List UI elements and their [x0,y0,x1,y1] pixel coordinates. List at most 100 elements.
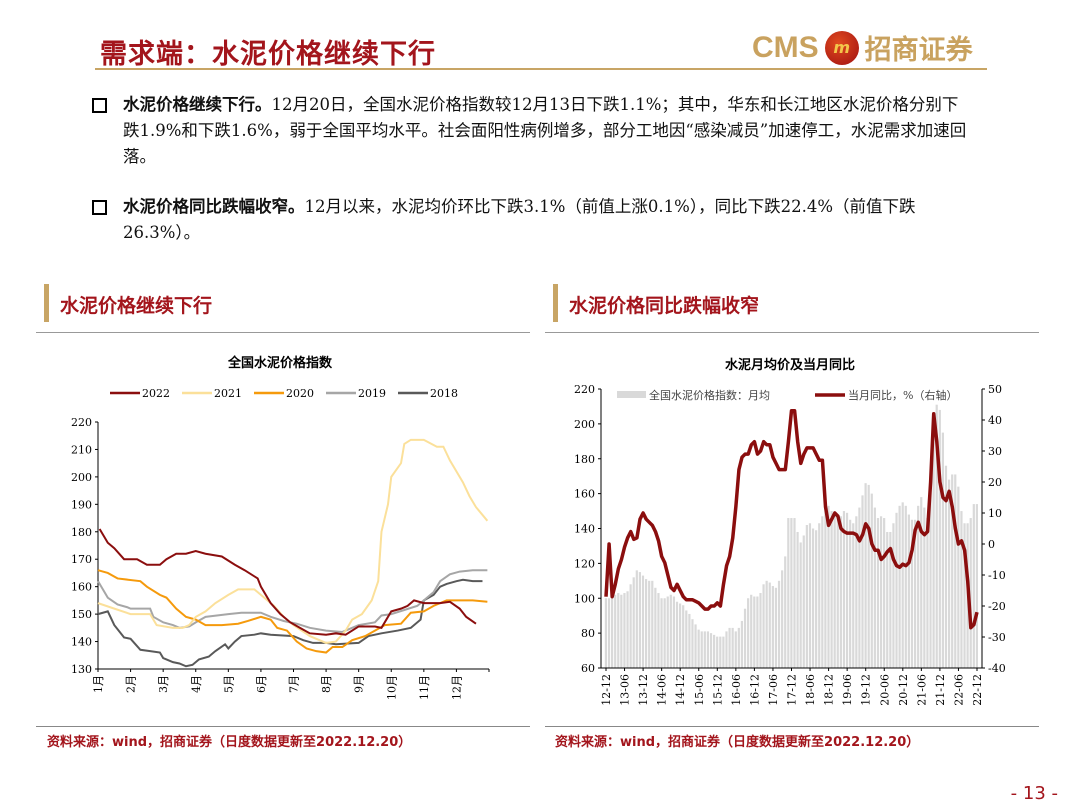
bar [873,507,876,668]
bar [725,631,728,668]
bar [821,516,824,668]
x-tick-label: 15-12 [711,674,724,706]
bar [666,596,669,668]
bar [623,593,626,668]
bar [802,535,805,668]
bar [889,531,892,668]
y2-tick-label: 10 [988,507,1002,520]
bar [907,514,910,668]
series-line-2019 [97,569,488,633]
x-tick-label: 9月 [353,675,366,693]
bar [737,627,740,668]
chart-title: 全国水泥价格指数 [227,355,333,371]
y-tick-label: 160 [574,488,595,501]
bar [728,627,731,668]
bar [870,493,873,668]
x-tick-label: 19-12 [860,674,873,706]
bar [932,423,935,668]
bar [808,523,812,668]
section-title: 水泥价格继续下行 [60,295,213,317]
logo-text: CMS [752,30,819,64]
bar [722,636,725,668]
bar [926,518,929,668]
legend-label: 全国水泥价格指数：月均 [649,388,770,402]
y2-tick-label: 30 [988,445,1002,458]
y2-tick-label: 20 [988,476,1002,489]
bar [951,474,954,668]
cms-logo: CMS m 招商证券 [752,28,973,67]
bar [892,523,895,668]
bar [709,633,713,668]
legend-label: 2020 [286,387,314,400]
bar [938,409,941,668]
bar [947,479,951,668]
x-tick-label: 1月 [92,675,105,693]
source-note-right: 资料来源：wind，招商证券（日度数据更新至2022.12.20） [555,735,920,750]
logo-cn: 招商证券 [864,35,973,66]
x-tick-label: 14-12 [674,674,687,706]
y-tick-label: 100 [574,592,595,605]
bar [867,484,870,668]
source-divider [545,726,1039,727]
bar [969,518,972,668]
bar [944,465,948,668]
y-tick-label: 220 [71,416,92,429]
bullet-2: 水泥价格同比跌幅收窄。12月以来，水泥均价环比下跌3.1%（前值上涨0.1%），… [92,194,972,246]
bar [688,613,691,668]
bar [762,584,765,668]
bar [632,577,635,668]
x-tick-label: 2月 [125,675,138,693]
bar [910,519,914,668]
bar [815,530,818,668]
bar [672,596,676,668]
bar [796,531,799,668]
bar [604,598,607,668]
bar [703,631,706,668]
bar [784,556,787,668]
bar [895,512,898,668]
x-tick-label: 6月 [255,675,268,693]
legend-swatch [617,391,646,398]
bullet-heading: 水泥价格继续下行。 [123,95,272,114]
bar [830,511,833,668]
bar [818,523,821,668]
legend-label: 当月同比，%（右轴） [848,388,957,402]
x-tick-label: 13-12 [637,674,650,706]
bar [685,610,688,668]
bar [811,528,815,668]
y2-tick-label: -20 [988,600,1006,613]
x-tick-label: 19-06 [841,674,854,706]
bullet-text: 12月以来，水泥均价环比下跌3.1%（前值上涨0.1%），同比下跌22.4%（前… [123,197,916,242]
x-tick-label: 5月 [222,675,235,693]
square-bullet-icon [92,200,107,215]
series-line-2020 [97,569,488,654]
y2-tick-label: -10 [988,569,1006,582]
y-tick-label: 120 [574,557,595,570]
bar [920,497,923,668]
bar [706,631,710,668]
bar [750,594,753,668]
bar [781,570,784,668]
bar [626,591,629,668]
x-tick-label: 16-06 [730,674,743,706]
x-tick-label: 14-06 [656,674,669,706]
x-tick-label: 12月 [450,675,463,700]
bar [827,505,830,668]
bar [614,594,617,668]
bar [799,542,802,668]
x-tick-label: 3月 [157,675,170,693]
section-divider [36,332,530,333]
bar [839,516,842,668]
x-tick-label: 12-12 [600,674,613,706]
bar [617,593,620,668]
y2-tick-label: -40 [988,662,1006,675]
bar [941,432,944,668]
y-tick-label: 200 [574,418,595,431]
bar [861,495,864,668]
y2-tick-label: 50 [988,383,1002,396]
bar [663,598,666,668]
x-tick-label: 22-12 [971,674,984,706]
y-tick-label: 130 [71,663,92,676]
bullet-text: 12月20日，全国水泥价格指数较12月13日下跌1.1%；其中，华东和长江地区水… [123,95,967,166]
bar [694,624,697,668]
